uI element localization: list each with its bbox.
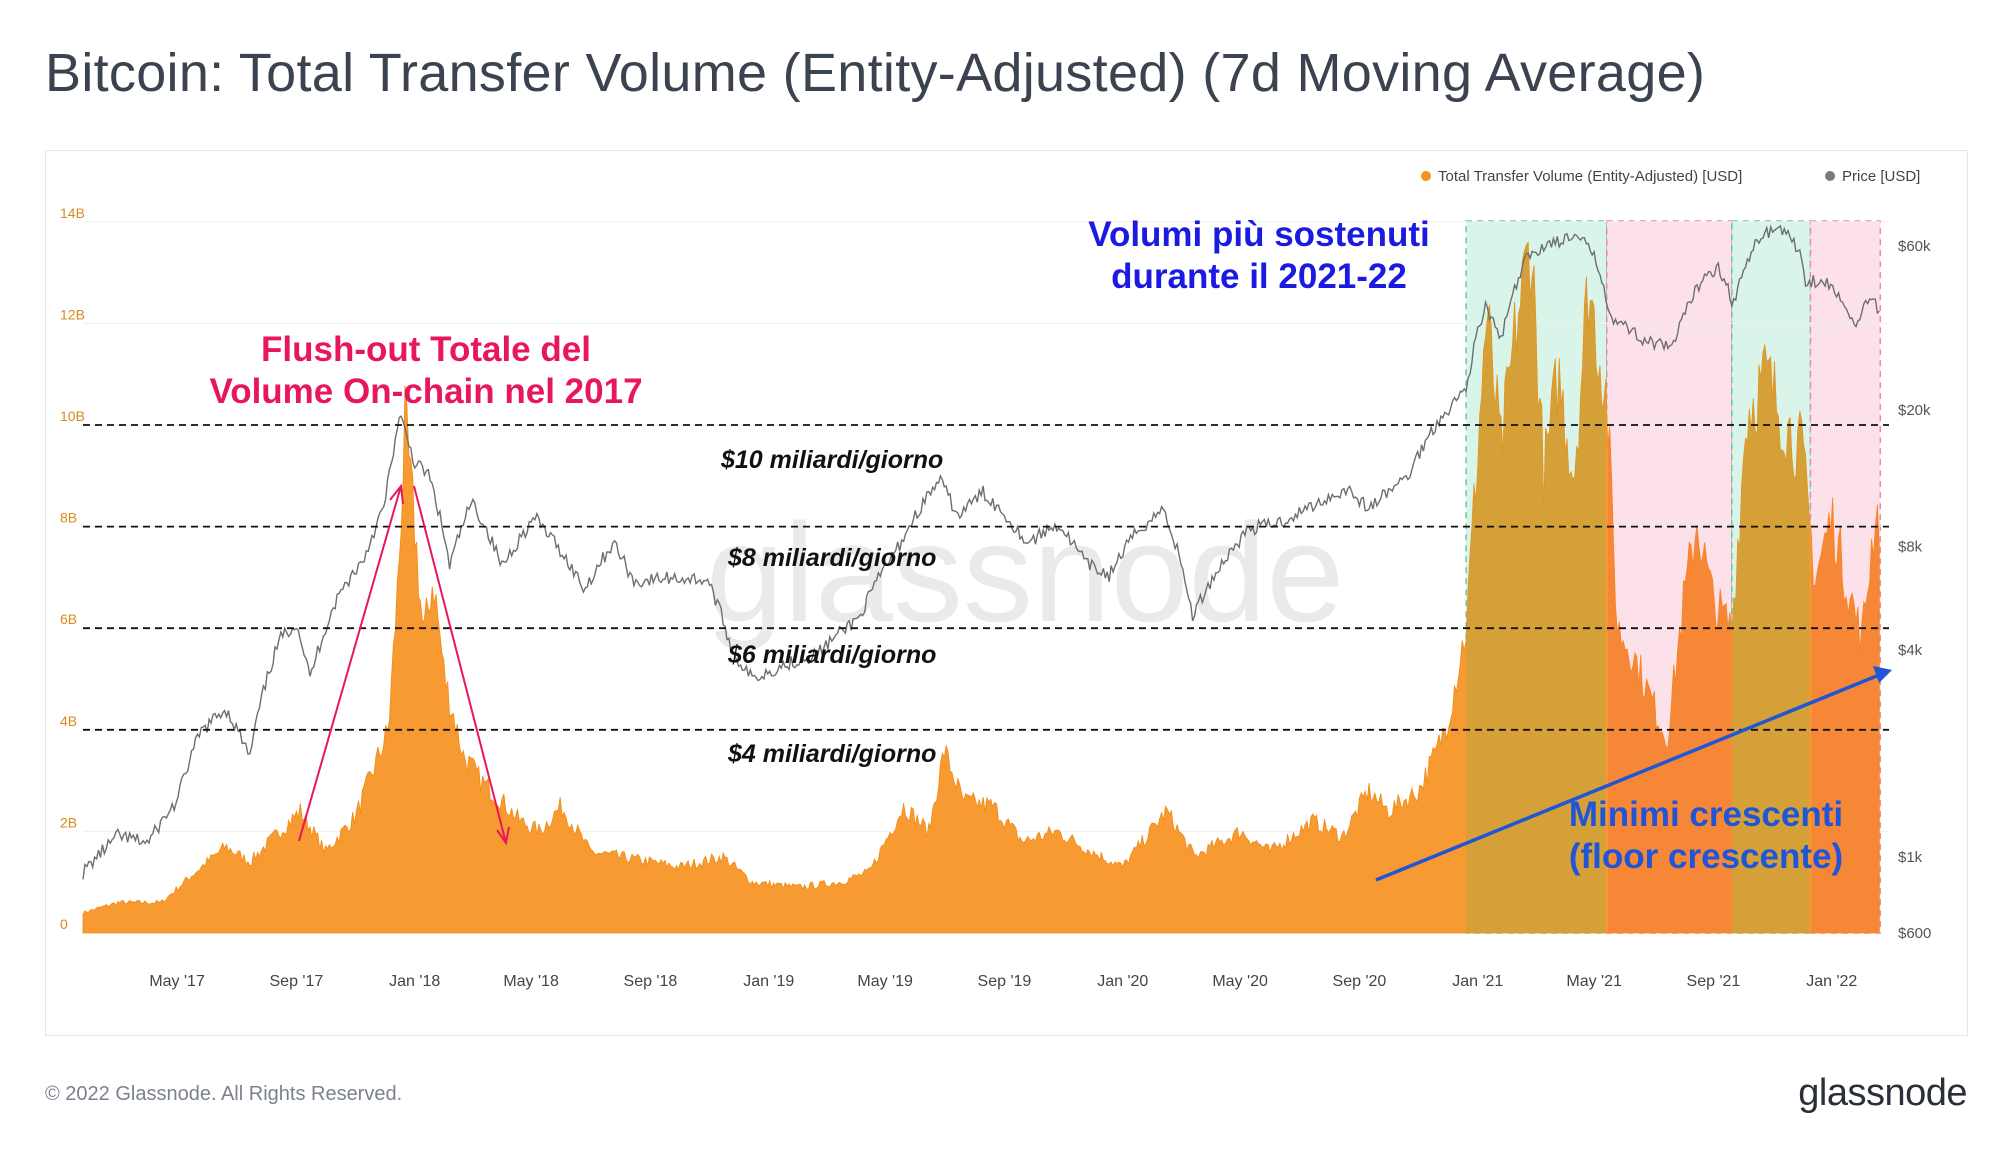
x-tick-label: Jan '19	[743, 973, 794, 990]
y-left-tick-label: 6B	[60, 611, 77, 627]
y-left-tick-label: 10B	[60, 408, 85, 424]
glassnode-logo: glassnode	[1798, 1072, 1967, 1114]
flush-annotation: Flush-out Totale del Volume On-chain nel…	[209, 330, 642, 411]
price-line	[82, 224, 1880, 880]
minimi-arrow-line	[1375, 671, 1885, 882]
x-tick-label: Sep '18	[624, 973, 678, 990]
flush-annotation-line2: Volume On-chain nel 2017	[209, 372, 642, 411]
volumi-annotation: Volumi più sostenuti durante il 2021-22	[1088, 215, 1430, 296]
level-label-6b: $6 miliardi/giorno	[727, 641, 936, 669]
watermark: glassnode	[706, 494, 1344, 651]
reference-lines	[83, 424, 1889, 731]
volume-series	[82, 240, 1880, 934]
y-left-tick-label: 4B	[60, 713, 77, 729]
y-right-tick-label: $1k	[1898, 849, 1923, 866]
volume-area	[82, 240, 1880, 934]
volume-highlight-overlay-1	[1466, 242, 1606, 933]
x-tick-label: Jan '21	[1452, 973, 1503, 990]
flush-down-arrowhead	[496, 826, 510, 846]
copyright: © 2022 Glassnode. All Rights Reserved.	[45, 1083, 403, 1105]
legend-volume-label: Total Transfer Volume (Entity-Adjusted) …	[1438, 168, 1742, 185]
x-tick-label: Jan '22	[1806, 973, 1857, 990]
level-label-10b: $10 miliardi/giorno	[720, 446, 943, 474]
minimi-arrow	[1375, 666, 1892, 882]
chart-svg: Total Transfer Volume (Entity-Adjusted) …	[60, 168, 1931, 990]
minimi-annotation-line2: (floor crescente)	[1569, 837, 1843, 876]
minimi-annotation: Minimi crescenti (floor crescente)	[1569, 795, 1843, 876]
volumi-annotation-line2: durante il 2021-22	[1111, 257, 1407, 296]
legend-price-dot	[1825, 171, 1835, 181]
x-tick-label: May '17	[149, 973, 205, 990]
level-label-4b: $4 miliardi/giorno	[727, 740, 936, 768]
x-tick-label: Jan '18	[389, 973, 440, 990]
x-tick-label: Sep '19	[978, 973, 1032, 990]
y-right-tick-label: $8k	[1898, 539, 1923, 556]
legend: Total Transfer Volume (Entity-Adjusted) …	[1421, 168, 1920, 185]
x-tick-label: Sep '20	[1333, 973, 1387, 990]
flush-up-arrow	[298, 485, 402, 842]
y-axis-left: 0 2B 4B 6B 8B 10B 12B 14B	[60, 205, 85, 932]
volume-highlight-overlay-3	[1731, 344, 1810, 933]
minimi-arrowhead	[1873, 666, 1892, 683]
legend-price-label: Price [USD]	[1842, 168, 1920, 185]
y-right-tick-label: $20k	[1898, 402, 1931, 419]
legend-volume-dot	[1421, 171, 1431, 181]
flush-arrows	[298, 483, 510, 846]
x-tick-label: May '18	[503, 973, 559, 990]
price-series	[82, 224, 1880, 880]
y-left-tick-label: 2B	[60, 814, 77, 830]
flush-up-arrowhead	[389, 483, 404, 505]
x-tick-label: May '21	[1566, 973, 1622, 990]
x-tick-label: Sep '17	[270, 973, 324, 990]
y-right-tick-label: $60k	[1898, 238, 1931, 255]
volume-highlight-overlay-2	[1607, 426, 1732, 933]
y-left-tick-label: 12B	[60, 306, 85, 322]
y-axis-right: $600 $1k $4k $8k $20k $60k	[1898, 238, 1931, 942]
chart-panel: Total Transfer Volume (Entity-Adjusted) …	[45, 150, 1968, 1036]
y-right-tick-label: $4k	[1898, 642, 1923, 659]
x-tick-label: Jan '20	[1097, 973, 1148, 990]
page-title: Bitcoin: Total Transfer Volume (Entity-A…	[45, 43, 1706, 103]
x-tick-label: Sep '21	[1687, 973, 1741, 990]
y-left-tick-label: 14B	[60, 205, 85, 221]
level-label-8b: $8 miliardi/giorno	[727, 544, 936, 572]
x-tick-label: May '20	[1212, 973, 1268, 990]
x-axis: May '17 Sep '17 Jan '18 May '18 Sep '18 Jan '…	[149, 973, 1857, 990]
flush-down-arrow	[413, 485, 507, 844]
x-tick-label: May '19	[857, 973, 913, 990]
flush-annotation-line1: Flush-out Totale del	[261, 330, 591, 369]
y-left-tick-label: 0	[60, 916, 68, 932]
volumi-annotation-line1: Volumi più sostenuti	[1088, 215, 1430, 254]
volume-highlight-overlay-4	[1811, 497, 1880, 933]
y-left-tick-label: 8B	[60, 510, 77, 526]
minimi-annotation-line1: Minimi crescenti	[1569, 795, 1843, 834]
level-labels: $10 miliardi/giorno $8 miliardi/giorno $…	[720, 446, 943, 768]
y-right-tick-label: $600	[1898, 925, 1931, 942]
